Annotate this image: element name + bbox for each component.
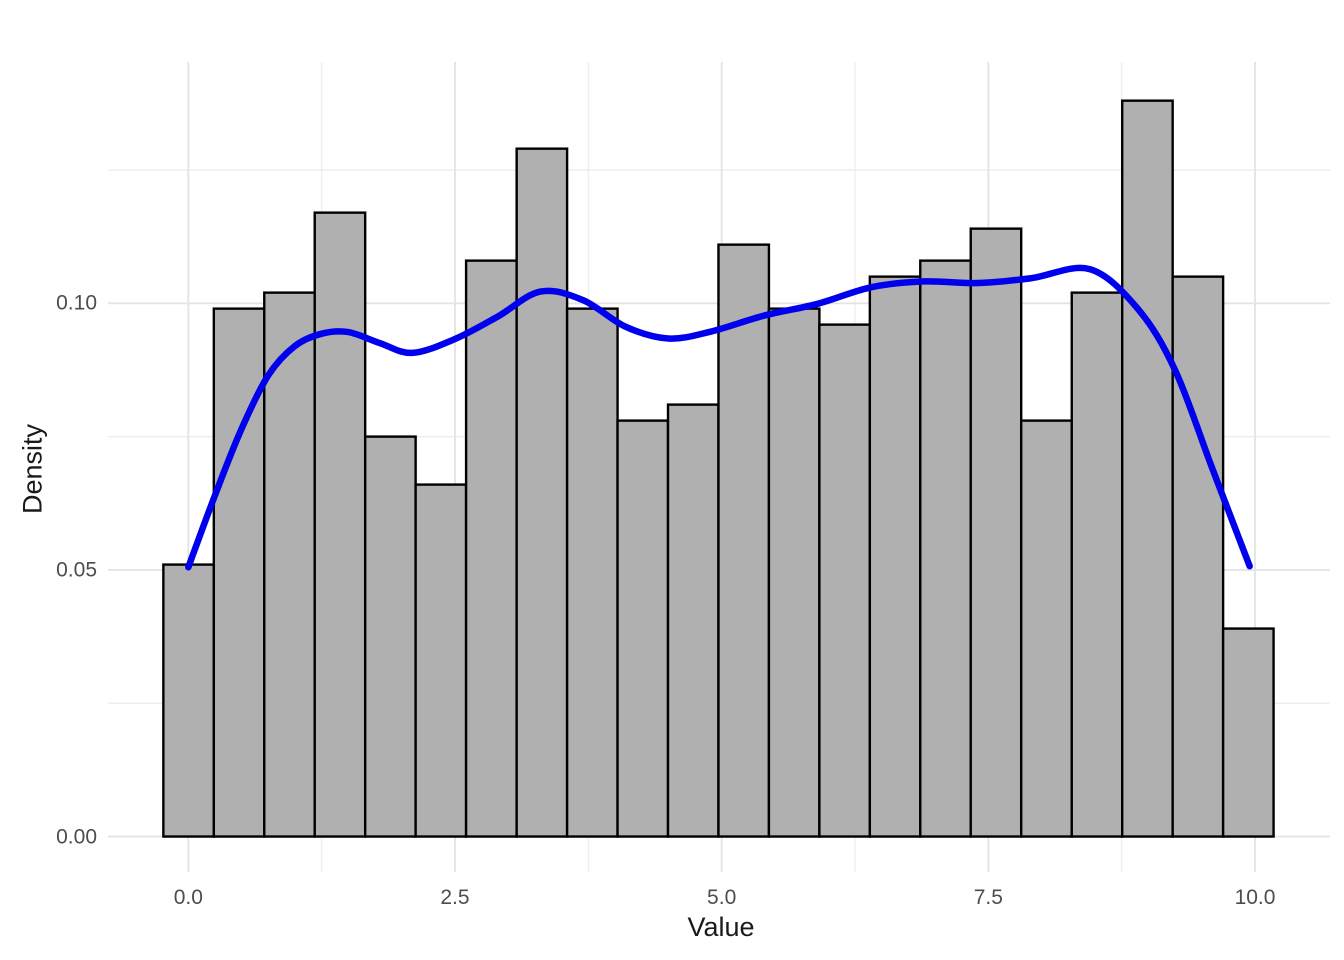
- y-tick-label: 0.05: [56, 558, 97, 582]
- histogram-bar: [1221, 627, 1275, 838]
- histogram-bar: [1121, 99, 1174, 838]
- x-tick-label: 7.5: [973, 886, 1003, 909]
- histogram-bars: [162, 99, 1275, 838]
- histogram-bar: [868, 275, 922, 838]
- histogram-bar: [414, 483, 468, 838]
- histogram-bar: [919, 259, 972, 838]
- histogram-bar: [767, 307, 821, 838]
- histogram-bar: [313, 211, 367, 838]
- histogram-bar: [616, 419, 670, 838]
- histogram-bar: [464, 259, 518, 838]
- histogram-bar: [666, 403, 720, 838]
- y-tick-label: 0.10: [56, 291, 97, 315]
- histogram-bar: [1171, 275, 1225, 838]
- histogram-bar: [818, 323, 872, 838]
- histogram-bar: [162, 563, 216, 838]
- x-axis-title: Value: [687, 912, 755, 942]
- histogram-bar: [717, 243, 771, 838]
- histogram-bar: [263, 291, 316, 838]
- density-curve: [185, 264, 1253, 571]
- y-tick-label: 0.00: [56, 825, 97, 849]
- x-tick-label: 0.0: [173, 886, 203, 909]
- y-axis-title: Density: [17, 423, 48, 515]
- histogram-bar: [363, 435, 417, 838]
- histogram-bar: [515, 147, 569, 838]
- x-tick-label: 5.0: [707, 886, 737, 909]
- x-tick-label: 2.5: [440, 886, 470, 909]
- histogram-bar: [565, 307, 619, 838]
- x-tick-label: 10.0: [1234, 886, 1276, 909]
- histogram-bar: [969, 227, 1023, 838]
- histogram-bar: [1019, 419, 1073, 838]
- histogram-bar: [1070, 291, 1124, 838]
- histogram-bar: [212, 307, 266, 838]
